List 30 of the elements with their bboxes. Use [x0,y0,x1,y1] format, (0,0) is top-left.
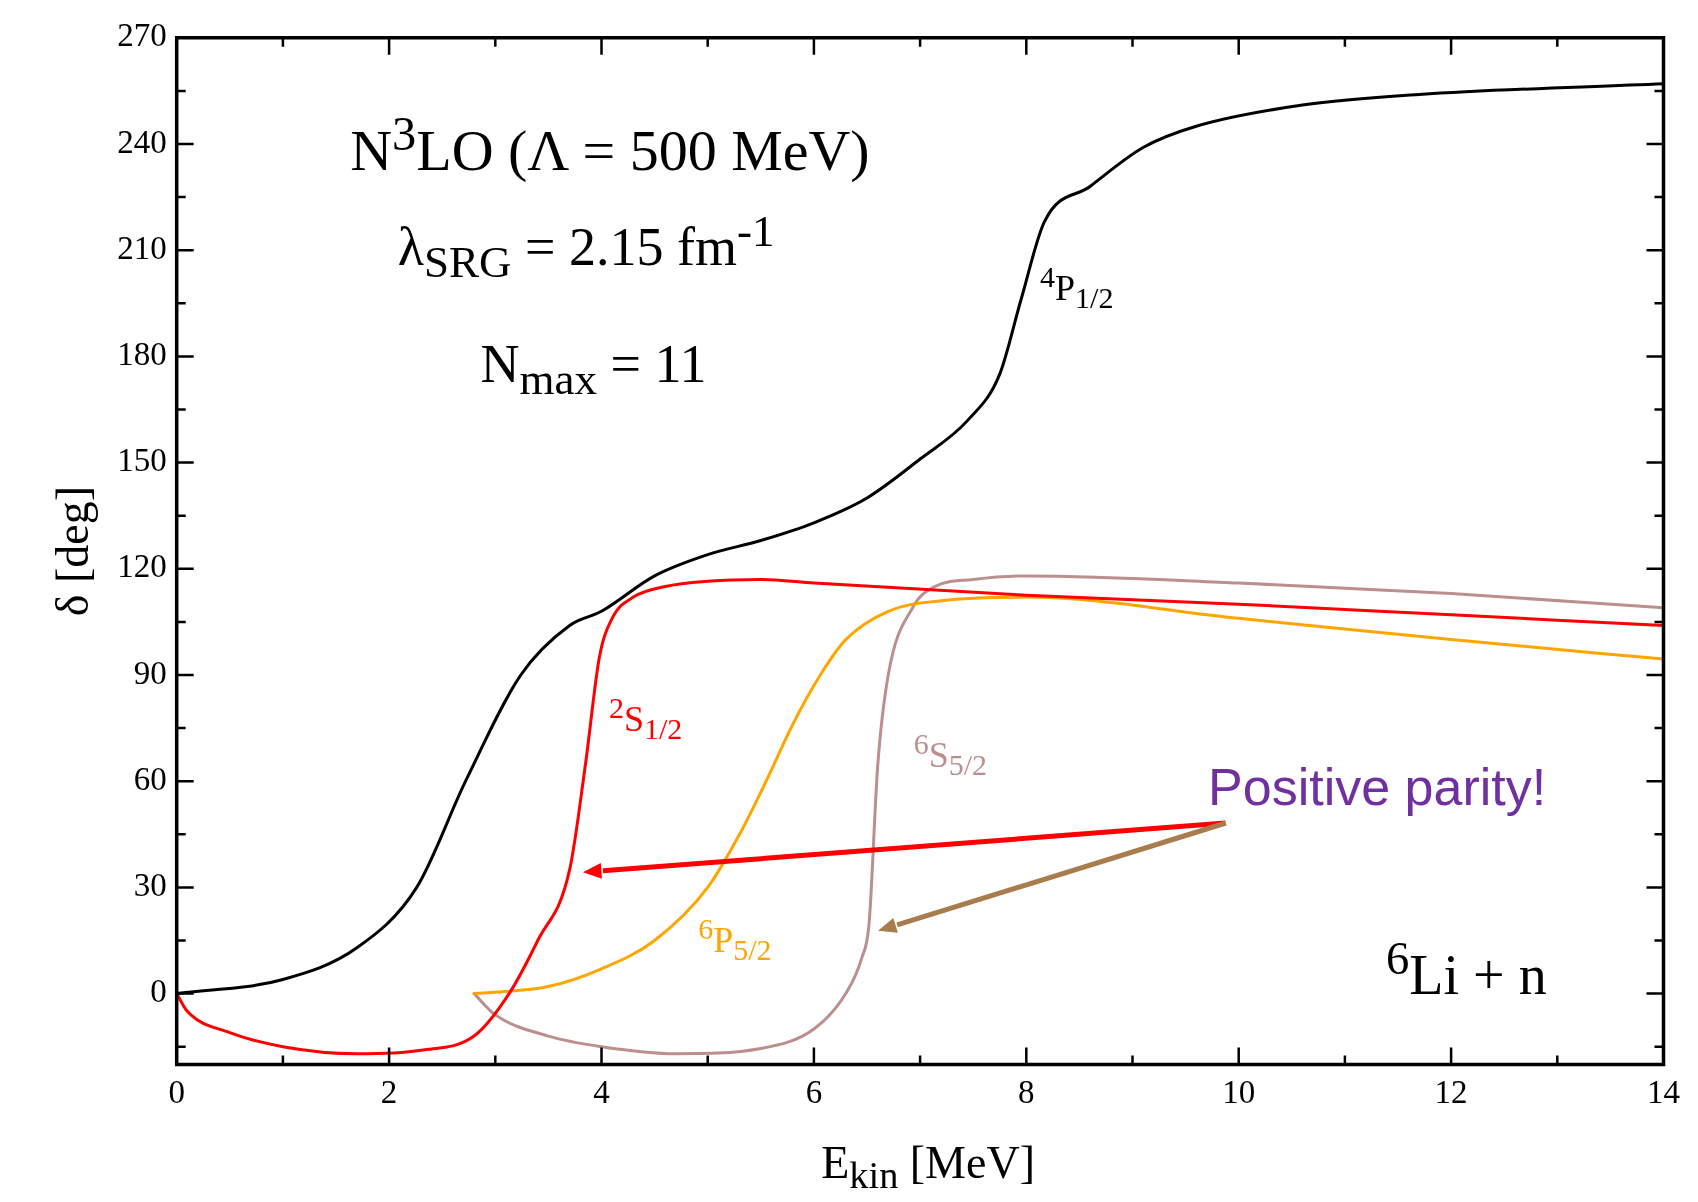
y-tick-label: 120 [117,548,167,585]
annotation: Positive parity! [1208,758,1547,817]
annotation: $^{6}$Li + n [1385,932,1547,1007]
x-tick-label: 8 [1018,1073,1035,1110]
series-label: $^{6}$S$_{5/2}$ [913,727,988,782]
x-axis-title: E$_{kin}$ [MeV] [821,1137,1035,1197]
y-tick-label: 0 [150,973,167,1010]
annotation: λ$_{SRG}$ = 2.15 fm$^{-1}$ [397,205,775,288]
series-label: $^{2}$S$_{1/2}$ [608,691,683,746]
annotation: N$^{3}$LO (Λ = 500 MeV) [350,107,870,184]
y-tick-label: 150 [117,442,167,479]
y-axis-title: δ [deg] [46,485,98,617]
annotation: N$_{max}$ = 11 [480,334,707,405]
x-tick-label: 2 [380,1073,398,1110]
line-series [472,595,1664,996]
y-tick-label: 270 [117,17,167,54]
x-tick-label: 6 [805,1073,823,1110]
y-tick-label: 60 [133,760,167,797]
series-label: $^{4}$P$_{1/2}$ [1040,259,1114,315]
y-tick-label: 180 [117,336,167,373]
x-tick-label: 10 [1222,1073,1256,1110]
series-label: $^{6}$P$_{5/2}$ [698,911,772,967]
y-tick-label: 240 [117,123,167,160]
x-tick-label: 12 [1434,1073,1468,1110]
line-series [472,574,1664,1056]
y-tick-label: 30 [133,867,167,904]
x-tick-label: 4 [593,1073,610,1110]
x-tick-label: 14 [1647,1073,1680,1110]
y-tick-label: 210 [117,229,167,266]
y-tick-label: 90 [133,654,167,691]
